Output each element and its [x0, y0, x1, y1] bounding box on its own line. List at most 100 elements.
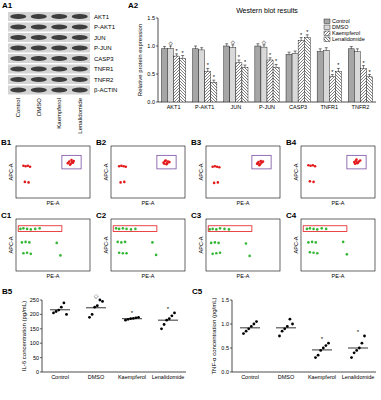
error-bar: [331, 75, 334, 77]
annotation: *: [357, 329, 360, 335]
point: [155, 254, 158, 257]
y-tick: [40, 314, 42, 315]
blot-strip: [8, 33, 90, 42]
bar: [205, 71, 211, 102]
y-tick-label: 0.0: [147, 99, 155, 105]
point: [258, 164, 261, 167]
points: [303, 226, 348, 256]
y-tick: [40, 357, 42, 358]
row-label: TNFR2: [94, 77, 114, 83]
y-tick: [40, 300, 42, 301]
point: [312, 252, 315, 255]
bar: [174, 56, 180, 102]
point: [306, 228, 309, 231]
dot: [317, 354, 320, 357]
point: [316, 228, 319, 231]
point: [68, 160, 71, 163]
bar: [367, 77, 373, 102]
dot: [253, 323, 256, 326]
mean-line: [86, 307, 106, 308]
blot-strip: [8, 86, 90, 95]
band: [10, 77, 26, 82]
dot: [163, 323, 166, 326]
point: [311, 241, 314, 244]
point: [115, 227, 118, 230]
error-bar: [237, 60, 240, 63]
point: [355, 158, 358, 161]
x-tick-label: Kaempferol: [308, 374, 336, 380]
x-label: PE-A: [142, 273, 155, 279]
x-tick-label: AKT1: [167, 104, 181, 110]
point: [354, 162, 357, 165]
point: [34, 228, 37, 231]
point: [122, 165, 125, 168]
row-label: CASP3: [94, 56, 114, 62]
bar: [286, 54, 292, 102]
y-tick-label: 0: [36, 369, 39, 375]
y-tick: [230, 348, 232, 349]
y-label: APC-A: [293, 163, 299, 180]
point: [223, 228, 226, 231]
bar-panel: A2Western blot results0.00.51.01.5Relati…: [128, 1, 376, 110]
point: [312, 164, 315, 167]
row-label: P-JUN: [94, 45, 112, 51]
gate: [303, 226, 347, 232]
point: [125, 228, 128, 231]
error-bar: [175, 54, 178, 56]
dot: [88, 316, 91, 319]
point: [217, 181, 220, 184]
point: [309, 251, 312, 254]
point: [259, 160, 262, 163]
panel-label: C1: [1, 211, 12, 220]
x-axis: [232, 372, 376, 373]
dot: [124, 319, 127, 322]
point: [26, 252, 29, 255]
point: [22, 164, 25, 167]
dot: [278, 335, 281, 338]
plot-frame: [206, 219, 280, 271]
bar: [167, 48, 173, 102]
title: Western blot results: [236, 7, 298, 14]
y-tick-label: 1.0: [221, 321, 229, 327]
point: [309, 227, 312, 230]
band: [31, 87, 47, 92]
row-label: β-ACTIN: [94, 87, 117, 93]
point: [307, 241, 310, 244]
dot: [63, 301, 66, 304]
point: [211, 166, 214, 169]
scatter-panel: C1PE-AAPC-A: [1, 211, 90, 279]
error-bar: [243, 65, 246, 67]
error-bar: [231, 45, 234, 48]
annotation: *: [131, 310, 134, 316]
row-label: P-AKT1: [94, 24, 116, 30]
lane-label: DMSO: [36, 98, 42, 116]
band: [10, 87, 26, 92]
error-bar: [275, 64, 278, 67]
point: [119, 181, 122, 184]
point: [116, 241, 119, 244]
dot: [353, 351, 356, 354]
error-bar: [350, 47, 353, 49]
y-tick-label: 1.5: [147, 15, 155, 21]
dot: [93, 306, 96, 309]
error-bar: [269, 58, 272, 60]
panel-label: B2: [96, 138, 107, 147]
points: [211, 155, 271, 184]
blot-strip: [8, 44, 90, 53]
panel-label: C2: [96, 211, 107, 220]
y-tick-label: 250: [30, 297, 39, 303]
point: [69, 163, 72, 166]
panel-label: C4: [286, 211, 297, 220]
point: [19, 228, 22, 231]
dots: [50, 299, 178, 331]
bar: [199, 50, 205, 102]
panel-label: A2: [128, 1, 139, 10]
annotation: *: [269, 52, 272, 58]
bar: [180, 58, 186, 102]
dot: [171, 314, 174, 317]
error-bar: [337, 68, 340, 71]
mean-line: [312, 349, 332, 350]
point: [217, 242, 220, 245]
error-bar: [368, 75, 371, 77]
point: [248, 255, 251, 258]
